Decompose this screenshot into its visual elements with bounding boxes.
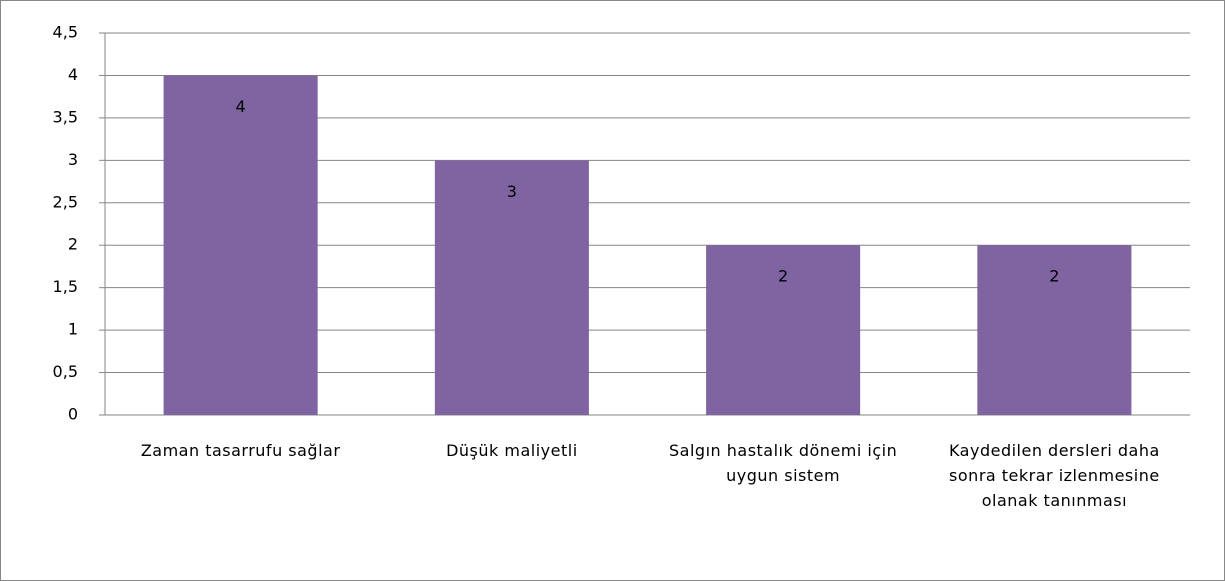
- y-tick-label: 4,5: [53, 23, 78, 42]
- x-tick-label: Düşük maliyetli: [446, 441, 578, 460]
- bar: [706, 245, 861, 415]
- y-tick-label: 0,5: [53, 362, 78, 381]
- y-tick-label: 1,5: [53, 277, 78, 296]
- bar: [163, 75, 318, 415]
- y-tick-label: 2,5: [53, 192, 78, 211]
- y-tick-label: 1: [68, 320, 78, 339]
- y-tick-label: 2: [68, 235, 78, 254]
- bar: [977, 245, 1132, 415]
- x-tick-label: Kaydedilen dersleri daha sonra tekrar iz…: [948, 441, 1160, 510]
- y-tick-label: 4: [68, 65, 78, 84]
- x-tick-label: Zaman tasarrufu sağlar: [140, 441, 341, 460]
- data-label: 4: [236, 97, 246, 116]
- y-tick-label: 3,5: [53, 107, 78, 126]
- y-tick-label: 0: [68, 405, 78, 424]
- data-label: 2: [778, 267, 788, 286]
- x-tick-label: Salgın hastalık dönemi için uygun sistem: [669, 441, 898, 485]
- data-label: 3: [507, 182, 517, 201]
- bar: [434, 160, 589, 415]
- data-label: 2: [1049, 267, 1059, 286]
- y-tick-label: 3: [68, 150, 78, 169]
